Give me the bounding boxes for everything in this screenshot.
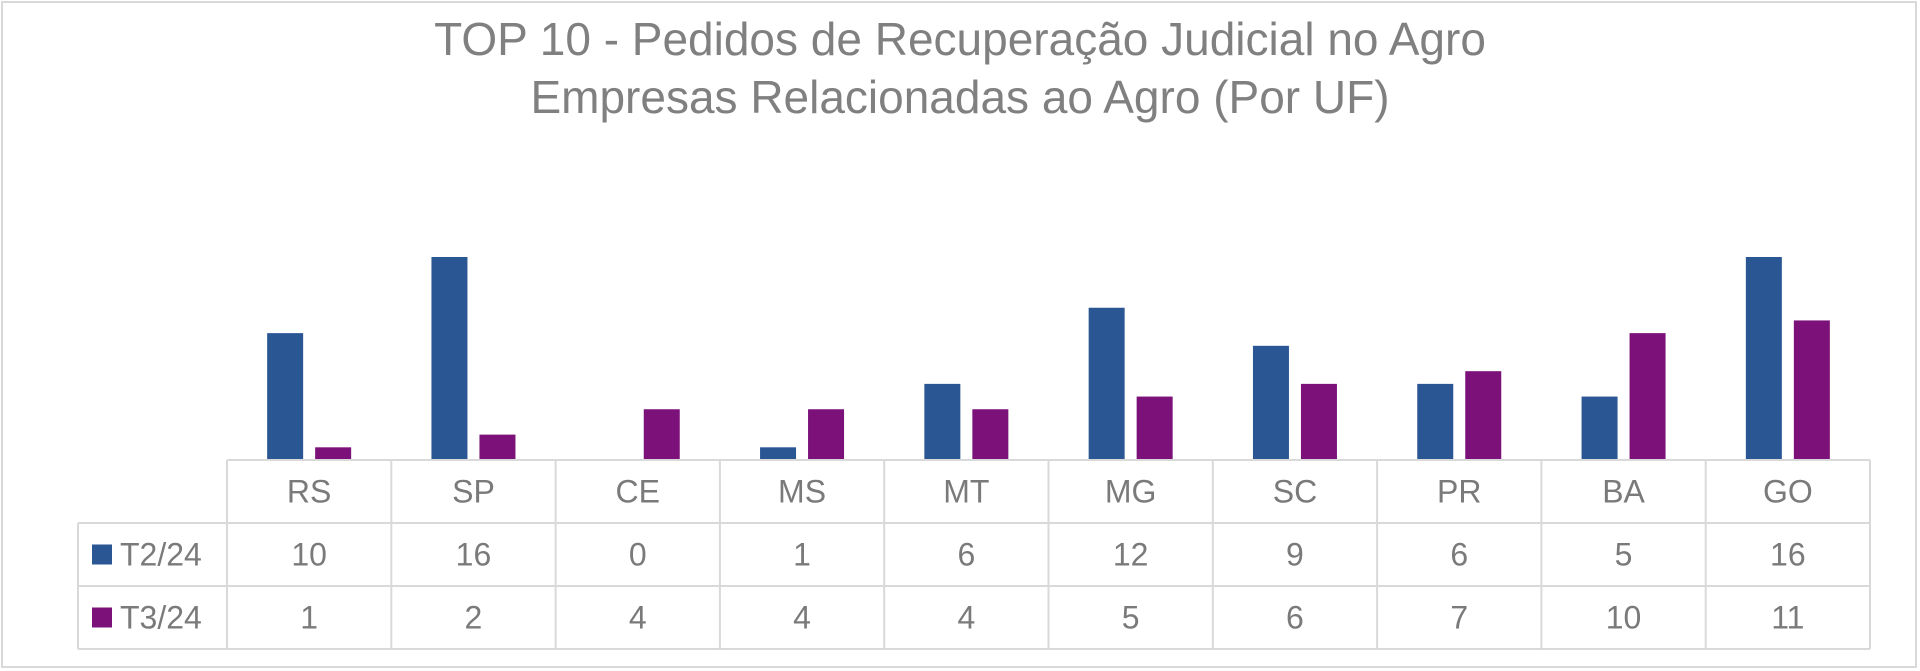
legend-key-T3-24 (92, 607, 112, 628)
data-table-cell: 11 (1771, 600, 1804, 636)
data-table-cell: 16 (456, 537, 492, 573)
data-table-cell: 1 (300, 600, 318, 636)
bar-T3-24-MS (808, 409, 845, 460)
legend-label: T2/24 (120, 537, 202, 573)
data-table-cell: 6 (1450, 537, 1468, 573)
data-table-cell: 10 (291, 537, 327, 573)
x-tick-label: CE (616, 474, 660, 510)
bar-T3-24-GO (1793, 320, 1830, 460)
data-table-cell: 6 (1286, 600, 1304, 636)
bar-T2-24-MG (1088, 307, 1125, 460)
legend-label: T3/24 (120, 600, 202, 636)
data-table-cell: 5 (1615, 537, 1633, 573)
data-table-cell: 4 (629, 600, 647, 636)
bar-T3-24-CE (643, 409, 680, 460)
x-tick-label: MS (778, 474, 826, 510)
bar-T3-24-RS (315, 447, 352, 460)
data-table-cell: 0 (629, 537, 647, 573)
data-table-cell: 6 (957, 537, 975, 573)
chart-title: TOP 10 - Pedidos de Recuperação Judicial… (434, 13, 1486, 65)
bar-T3-24-BA (1629, 333, 1666, 460)
legend-key-T2-24 (92, 544, 112, 565)
bar-T2-24-BA (1581, 396, 1618, 460)
x-tick-label: BA (1602, 474, 1645, 510)
bar-T3-24-PR (1465, 371, 1502, 460)
x-tick-label: SP (452, 474, 495, 510)
x-tick-label: GO (1763, 474, 1813, 510)
data-table-cell: 4 (793, 600, 811, 636)
data-table-cell: 5 (1122, 600, 1140, 636)
data-table-cell: 10 (1606, 600, 1642, 636)
bar-T2-24-SC (1252, 345, 1289, 460)
x-tick-label: SC (1273, 474, 1317, 510)
bar-T2-24-SP (431, 257, 468, 460)
x-tick-label: PR (1437, 474, 1481, 510)
data-table-cell: 12 (1113, 537, 1149, 573)
bar-T2-24-RS (267, 333, 304, 460)
data-table-cell: 1 (793, 537, 811, 573)
bar-T2-24-MT (924, 383, 961, 460)
data-table-cell: 16 (1770, 537, 1806, 573)
data-table-cell: 2 (465, 600, 483, 636)
x-tick-label: MT (943, 474, 989, 510)
bar-T3-24-MG (1136, 396, 1173, 460)
chart-subtitle: Empresas Relacionadas ao Agro (Por UF) (530, 71, 1390, 123)
bar-T2-24-GO (1745, 257, 1782, 460)
data-table-cell: 9 (1286, 537, 1304, 573)
x-tick-label: MG (1105, 474, 1157, 510)
bar-T3-24-MT (972, 409, 1009, 460)
bar-T2-24-MS (760, 447, 797, 460)
bar-T3-24-SC (1300, 383, 1337, 460)
chart-titles: TOP 10 - Pedidos de Recuperação Judicial… (0, 10, 1920, 126)
bar-T2-24-PR (1417, 383, 1454, 460)
bar-T3-24-SP (479, 434, 516, 460)
x-tick-label: RS (287, 474, 331, 510)
data-table-cell: 7 (1450, 600, 1468, 636)
data-table-cell: 4 (957, 600, 975, 636)
